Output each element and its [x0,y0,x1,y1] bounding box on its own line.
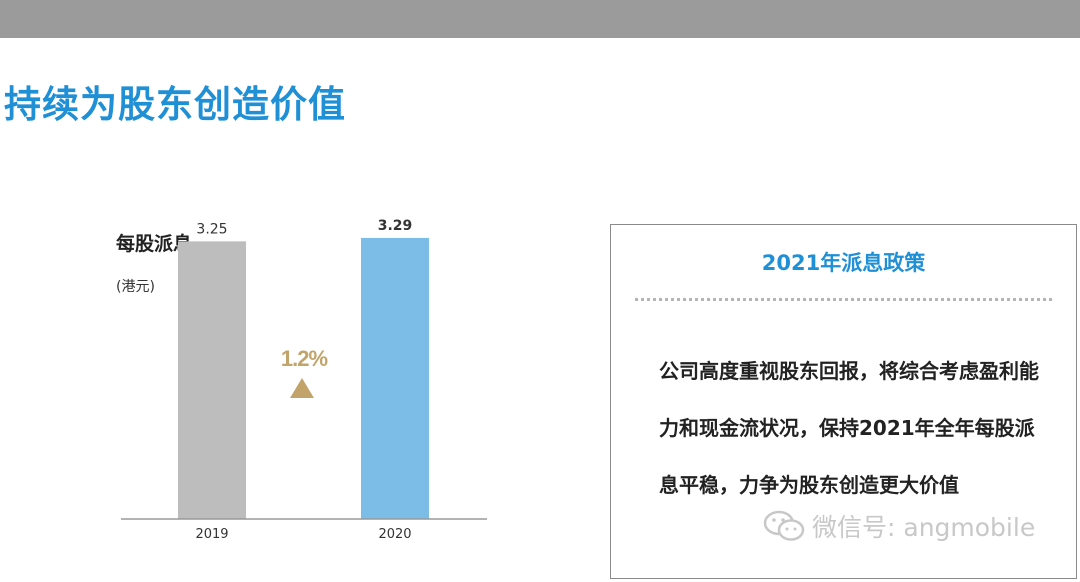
dividend-bar-chart: 3.25 2019 3.29 2020 1.2% [121,218,487,542]
top-bar [0,0,1080,38]
bar-2019 [178,241,246,519]
bar-2020 [361,237,429,519]
bar-value-label: 3.29 [378,218,413,234]
chart-title: 每股派息 [116,233,193,255]
x-tick-label: 2020 [378,527,411,542]
policy-divider [635,298,1052,301]
watermark: 微信号: angmobile [762,508,1035,544]
page-title: 持续为股东创造价值 [4,83,346,126]
x-tick-label: 2019 [195,527,228,542]
watermark-text: 微信号: angmobile [812,513,1036,542]
bar-value-label: 3.25 [196,221,227,237]
chart-unit: (港元) [116,279,155,295]
policy-box: 2021年派息政策 公司高度重视股东回报，将综合考虑盈利能力和现金流状况，保持2… [610,224,1077,579]
change-label: 1.2% [281,346,328,371]
policy-title: 2021年派息政策 [761,251,926,275]
policy-text: 公司高度重视股东回报，将综合考虑盈利能力和现金流状况，保持2021年全年每股派息… [659,359,1039,497]
up-triangle-icon [290,378,314,398]
wechat-icon [763,510,805,541]
